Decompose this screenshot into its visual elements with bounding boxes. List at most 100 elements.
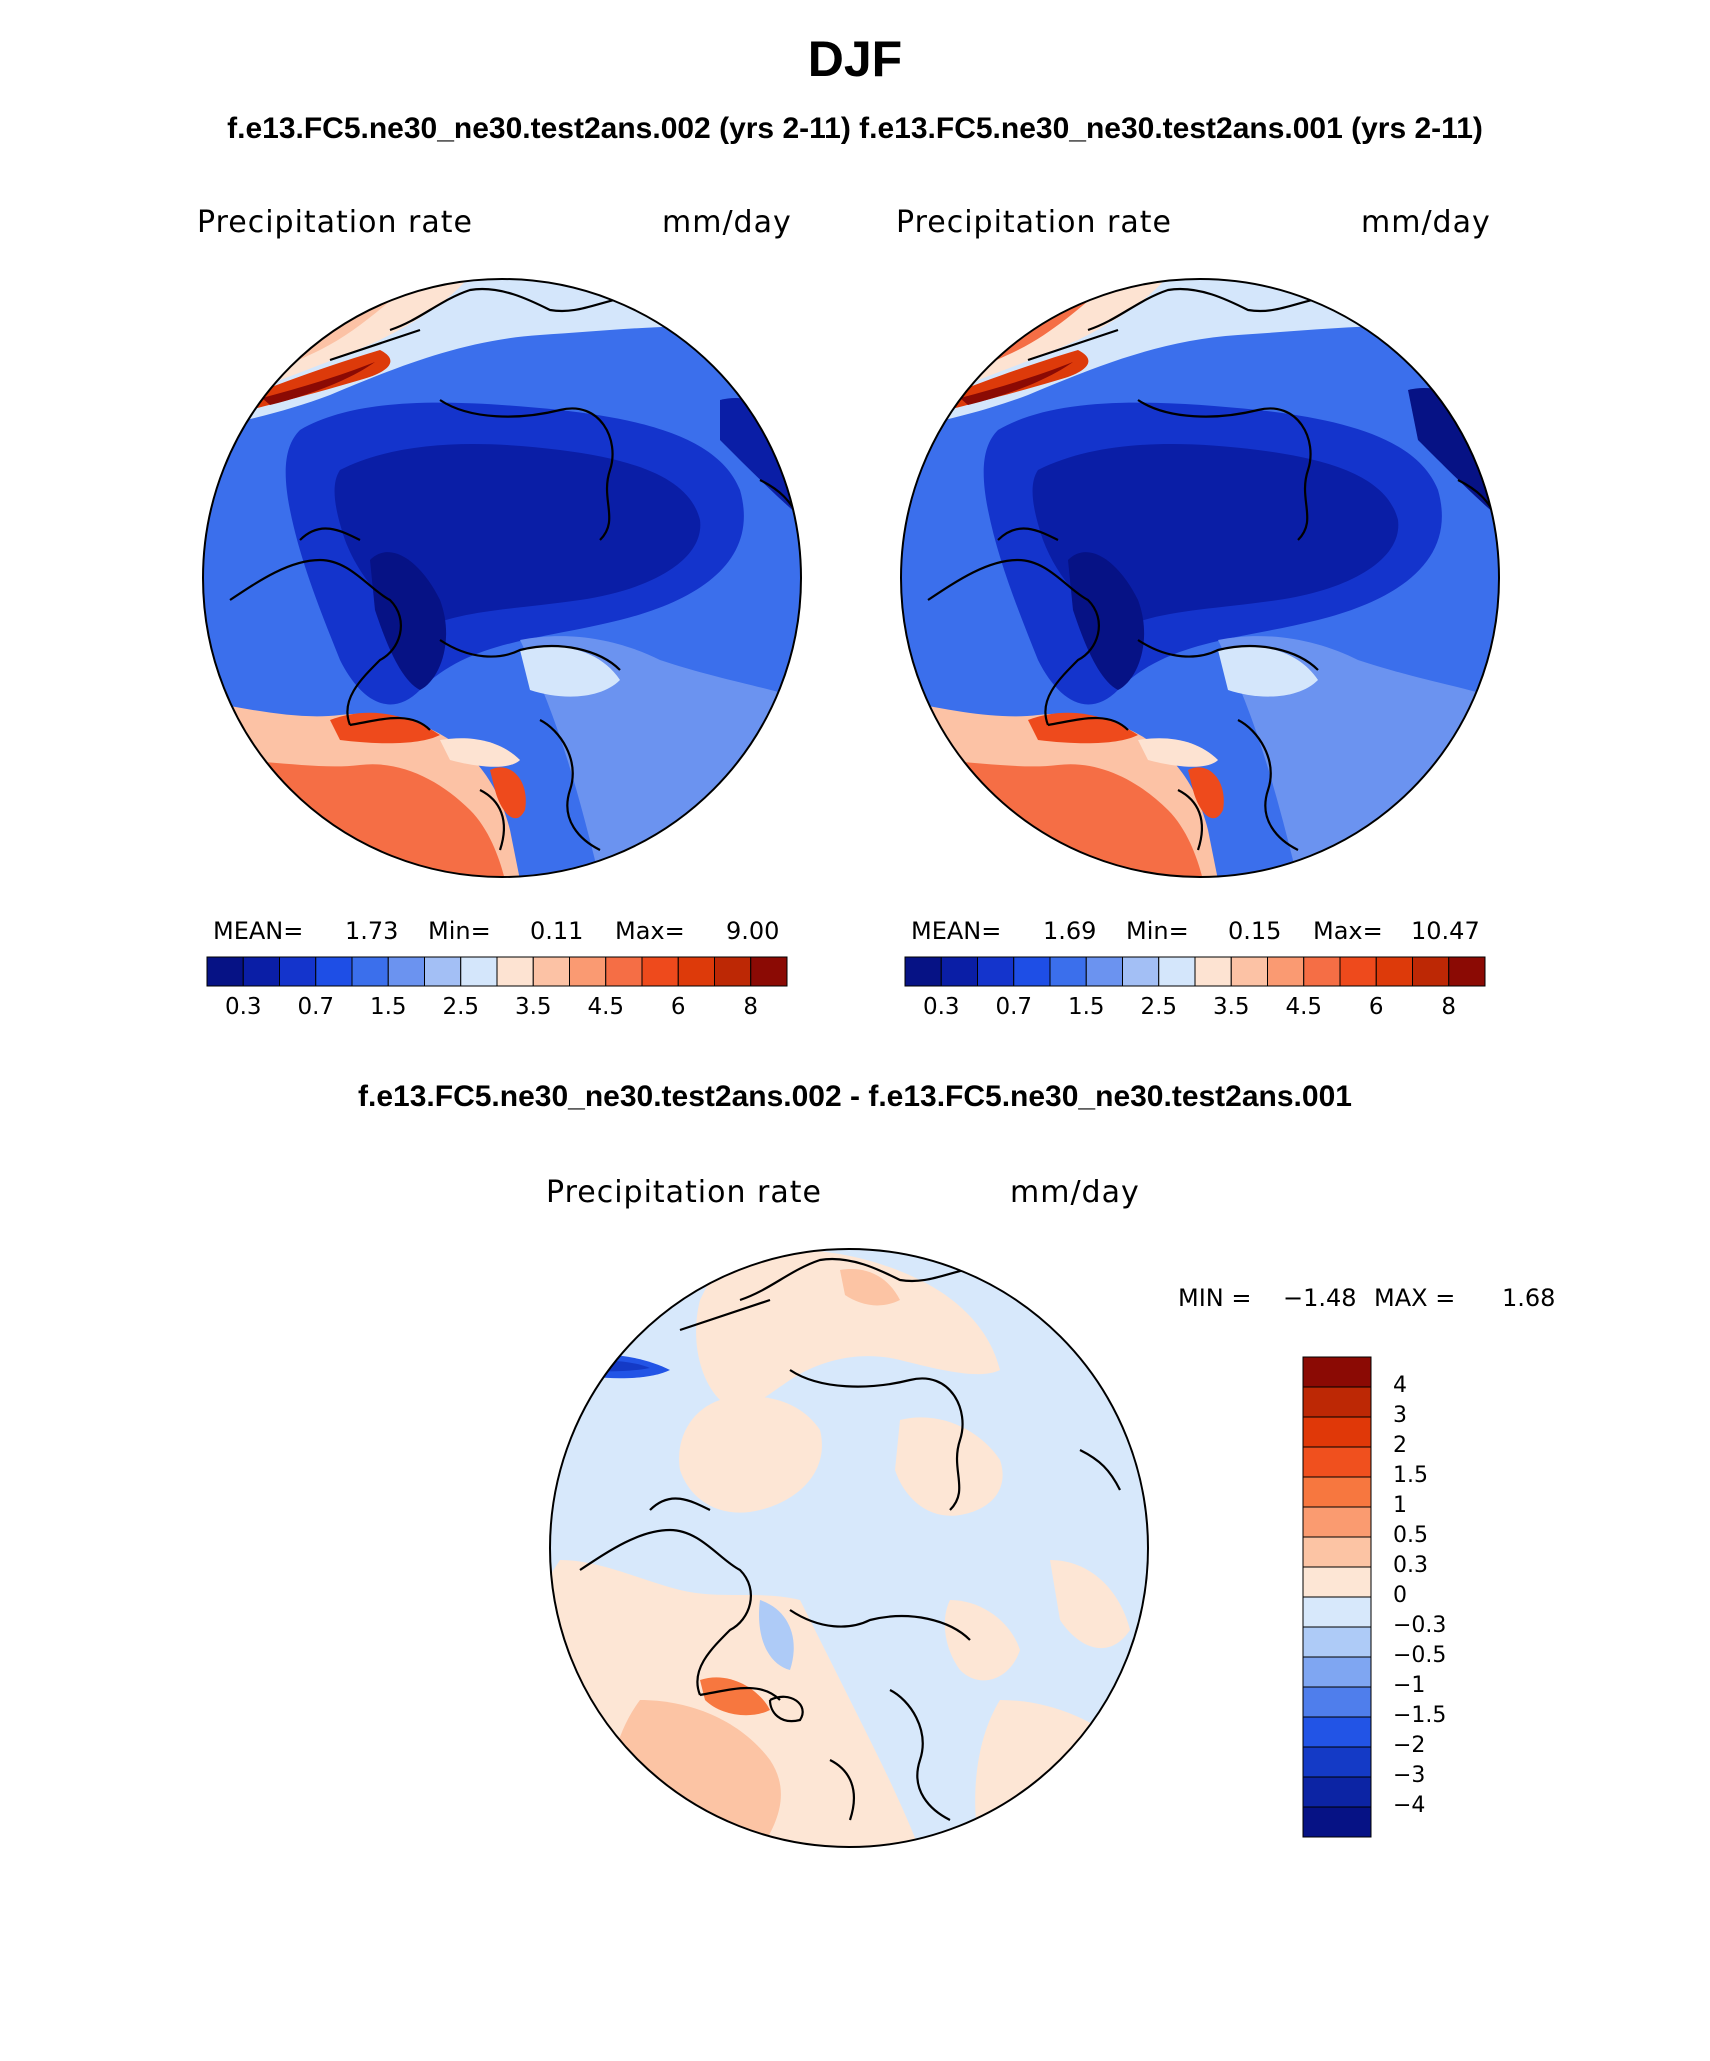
colorbar-panel-2 [904,956,1486,987]
panel-1-min: 0.11 [530,917,584,945]
colorbar-panel-2-swatch [1122,956,1160,987]
colorbar-diff-swatch [1302,1536,1372,1568]
colorbar-panel-2-tick-label: 0.7 [995,994,1033,1020]
panel-2-max: 10.47 [1411,917,1480,945]
colorbar-diff-swatch [1302,1446,1372,1478]
panel-2-min-label: Min= [1126,917,1189,945]
colorbar-panel-1-tick-label: 3.5 [514,994,552,1020]
colorbar-diff-tick-label: 0.5 [1393,1523,1428,1548]
colorbar-panel-2-swatch [904,956,942,987]
colorbar-panel-1-swatch [206,956,244,987]
panel-1-min-label: Min= [428,917,491,945]
colorbar-panel-1-tick-label: 0.7 [297,994,335,1020]
colorbar-panel-2-swatch [940,956,978,987]
colorbar-panel-1-swatch [242,956,280,987]
colorbar-panel-2-swatch [1013,956,1051,987]
colorbar-panel-2-tick-label: 1.5 [1067,994,1105,1020]
diff-units: mm/day [1010,1175,1140,1210]
colorbar-panel-2-swatch [1303,956,1341,987]
colorbar-diff-swatch [1302,1686,1372,1718]
colorbar-panel-2-swatch [1158,956,1196,987]
colorbar-panel-1-swatch [641,956,679,987]
diff-title: f.e13.FC5.ne30_ne30.test2ans.002 - f.e13… [358,1080,1352,1113]
colorbar-panel-1-swatch [460,956,498,987]
colorbar-panel-2-swatch [1085,956,1123,987]
panel-1-variable: Precipitation rate [197,205,473,240]
diff-max: 1.68 [1502,1284,1556,1312]
colorbar-panel-2-swatch [1412,956,1450,987]
colorbar-panel-1-swatch [677,956,715,987]
colorbar-diff-tick-label: 0 [1393,1583,1407,1608]
diff-min: −1.48 [1283,1284,1357,1312]
colorbar-panel-1-swatch [532,956,570,987]
colorbar-diff-swatch [1302,1476,1372,1508]
colorbar-panel-2-tick-label: 2.5 [1140,994,1178,1020]
colorbar-panel-1-swatch [424,956,462,987]
colorbar-diff-swatch [1302,1356,1372,1388]
colorbar-panel-2-swatch [1049,956,1087,987]
colorbar-panel-2-tick-label: 4.5 [1285,994,1323,1020]
colorbar-diff-swatch [1302,1416,1372,1448]
colorbar-diff [1302,1356,1372,1838]
colorbar-diff-swatch [1302,1746,1372,1778]
colorbar-panel-2-tick-label: 8 [1441,994,1457,1020]
diff-map [550,1249,1148,1847]
panel-2-min: 0.15 [1228,917,1282,945]
colorbar-diff-tick-label: −1 [1393,1673,1426,1698]
colorbar-panel-1-swatch [714,956,752,987]
colorbar-diff-swatch [1302,1386,1372,1418]
panel-1-mean-label: MEAN= [213,917,304,945]
colorbar-diff-tick-label: −0.5 [1393,1643,1447,1668]
colorbar-panel-2-tick-label: 3.5 [1212,994,1250,1020]
colorbar-diff-tick-label: −2 [1393,1733,1426,1758]
colorbar-diff-swatch [1302,1566,1372,1598]
colorbar-panel-1-swatch [279,956,317,987]
colorbar-panel-2-swatch [1267,956,1305,987]
colorbar-diff-tick-label: −0.3 [1393,1613,1447,1638]
colorbar-diff-swatch [1302,1596,1372,1628]
colorbar-diff-tick-label: 0.3 [1393,1553,1428,1578]
colorbar-panel-1-swatch [750,956,788,987]
colorbar-diff-swatch [1302,1716,1372,1748]
colorbar-diff-tick-label: −4 [1393,1793,1426,1818]
panel-2-mean: 1.69 [1043,917,1097,945]
panel-2-max-label: Max= [1313,917,1383,945]
panel-2-variable: Precipitation rate [896,205,1172,240]
colorbar-panel-1-swatch [569,956,607,987]
colorbar-panel-1-swatch [351,956,389,987]
colorbar-panel-1-swatch [496,956,534,987]
colorbar-panel-1-tick-label: 0.3 [224,994,262,1020]
panel-1-mean: 1.73 [345,917,399,945]
colorbar-panel-2-swatch [1194,956,1232,987]
panel-1-units: mm/day [662,205,792,240]
case-titles: f.e13.FC5.ne30_ne30.test2ans.002 (yrs 2-… [227,112,1483,145]
colorbar-diff-tick-label: 1 [1393,1493,1407,1518]
diff-max-label: MAX = [1374,1284,1456,1312]
colorbar-panel-1-tick-label: 8 [743,994,759,1020]
colorbar-panel-2-swatch [1339,956,1377,987]
colorbar-panel-1-tick-label: 6 [670,994,686,1020]
colorbar-panel-1 [206,956,788,987]
colorbar-panel-2-tick-label: 0.3 [922,994,960,1020]
colorbar-panel-1-tick-label: 1.5 [369,994,407,1020]
panel-1-max: 9.00 [726,917,780,945]
colorbar-diff-swatch [1302,1806,1372,1838]
colorbar-diff-swatch [1302,1506,1372,1538]
colorbar-diff-tick-label: 1.5 [1393,1463,1428,1488]
diff-min-label: MIN = [1178,1284,1252,1312]
colorbar-panel-1-tick-label: 2.5 [442,994,480,1020]
panel-1-max-label: Max= [615,917,685,945]
colorbar-panel-2-tick-label: 6 [1368,994,1384,1020]
colorbar-diff-swatch [1302,1776,1372,1808]
panel-2-units: mm/day [1361,205,1491,240]
figure-title: DJF [807,31,903,87]
colorbar-panel-1-swatch [605,956,643,987]
colorbar-panel-2-swatch [1375,956,1413,987]
panel-2-mean-label: MEAN= [911,917,1002,945]
colorbar-diff-tick-label: −3 [1393,1763,1426,1788]
colorbar-panel-1-swatch [387,956,425,987]
colorbar-panel-2-swatch [1230,956,1268,987]
diff-variable: Precipitation rate [546,1175,822,1210]
colorbar-diff-swatch [1302,1626,1372,1658]
